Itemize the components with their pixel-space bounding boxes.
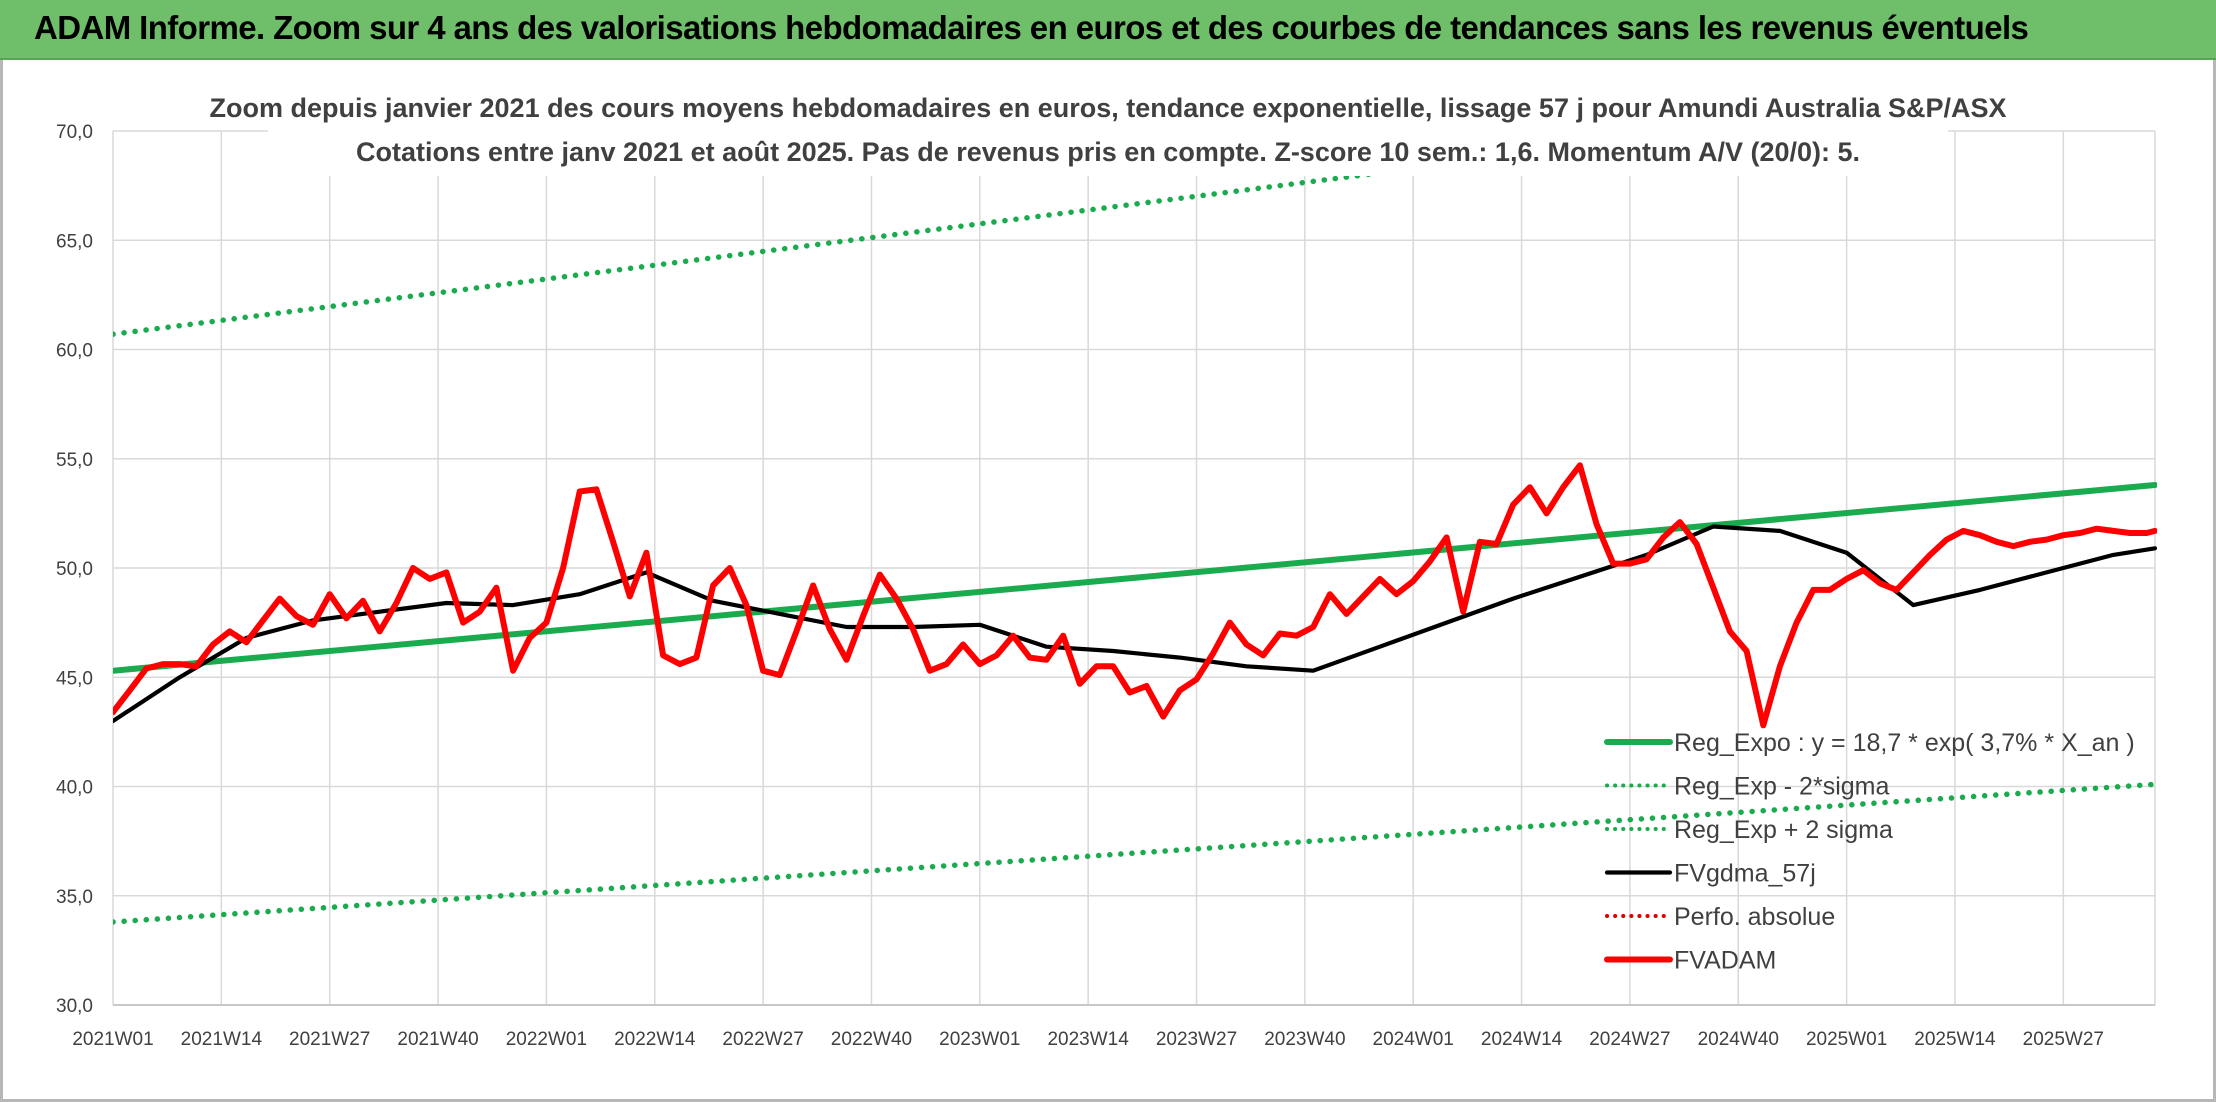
- legend-label-4: Perfo. absolue: [1674, 903, 1835, 931]
- x-tick-label: 2021W01: [72, 1029, 153, 1050]
- y-tick-label: 55,0: [56, 450, 93, 471]
- x-tick-label: 2024W14: [1481, 1029, 1563, 1050]
- x-tick-label: 2023W27: [1156, 1029, 1237, 1050]
- chart-series: [113, 129, 2157, 925]
- y-tick-label: 65,0: [56, 231, 93, 252]
- x-tick-label: 2025W27: [2023, 1029, 2104, 1050]
- series-line-5: [113, 462, 2157, 729]
- x-tick-label: 2024W27: [1589, 1029, 1670, 1050]
- x-tick-label: 2025W01: [1806, 1029, 1887, 1050]
- y-tick-label: 35,0: [56, 887, 93, 908]
- chart-title-line-2: Cotations entre janv 2021 et août 2025. …: [356, 137, 1860, 167]
- chart-legend: Reg_Expo : y = 18,7 * exp( 3,7% * X_an )…: [1604, 729, 2135, 975]
- x-tick-label: 2022W01: [506, 1029, 587, 1050]
- x-tick-label: 2021W40: [397, 1029, 478, 1050]
- series-line-1: [113, 781, 2157, 925]
- series-line-0: [113, 482, 2157, 674]
- legend-label-0: Reg_Expo : y = 18,7 * exp( 3,7% * X_an ): [1674, 729, 2135, 757]
- x-tick-label: 2024W01: [1373, 1029, 1454, 1050]
- chart-grid: [112, 130, 2156, 1006]
- x-tick-label: 2023W14: [1047, 1029, 1129, 1050]
- legend-label-3: FVgdma_57j: [1674, 860, 1816, 888]
- x-tick-label: 2021W14: [181, 1029, 263, 1050]
- x-tick-label: 2022W14: [614, 1029, 696, 1050]
- y-tick-label: 30,0: [56, 996, 93, 1017]
- x-tick-label: 2023W01: [939, 1029, 1020, 1050]
- report-title: ADAM Informe. Zoom sur 4 ans des valoris…: [34, 9, 2029, 46]
- y-axis-ticks: 70,0 65,0 60,0 55,0 50,0 45,0 40,0 35,0 30,0: [56, 122, 93, 1017]
- series-line-2: [113, 129, 1747, 337]
- x-axis-ticks: 2021W01 2021W14 2021W27 2021W40 2022W01 2022W…: [72, 1029, 2104, 1050]
- y-tick-label: 50,0: [56, 559, 93, 580]
- legend-label-2: Reg_Exp + 2 sigma: [1674, 816, 1893, 844]
- legend-label-1: Reg_Exp - 2*sigma: [1674, 773, 1889, 801]
- x-tick-label: 2024W40: [1698, 1029, 1779, 1050]
- y-tick-label: 60,0: [56, 341, 93, 362]
- chart-title-line-1: Zoom depuis janvier 2021 des cours moyen…: [209, 93, 2006, 123]
- x-tick-label: 2022W40: [831, 1029, 912, 1050]
- y-tick-label: 40,0: [56, 778, 93, 799]
- y-tick-label: 70,0: [56, 122, 93, 143]
- report-banner: ADAM Informe. Zoom sur 4 ans des valoris…: [0, 0, 2216, 60]
- title-backdrop: [268, 78, 1948, 176]
- x-tick-label: 2025W14: [1914, 1029, 1996, 1050]
- x-tick-label: 2022W27: [722, 1029, 803, 1050]
- y-tick-label: 45,0: [56, 668, 93, 689]
- legend-label-5: FVADAM: [1674, 947, 1776, 975]
- x-tick-label: 2023W40: [1264, 1029, 1345, 1050]
- x-tick-label: 2021W27: [289, 1029, 370, 1050]
